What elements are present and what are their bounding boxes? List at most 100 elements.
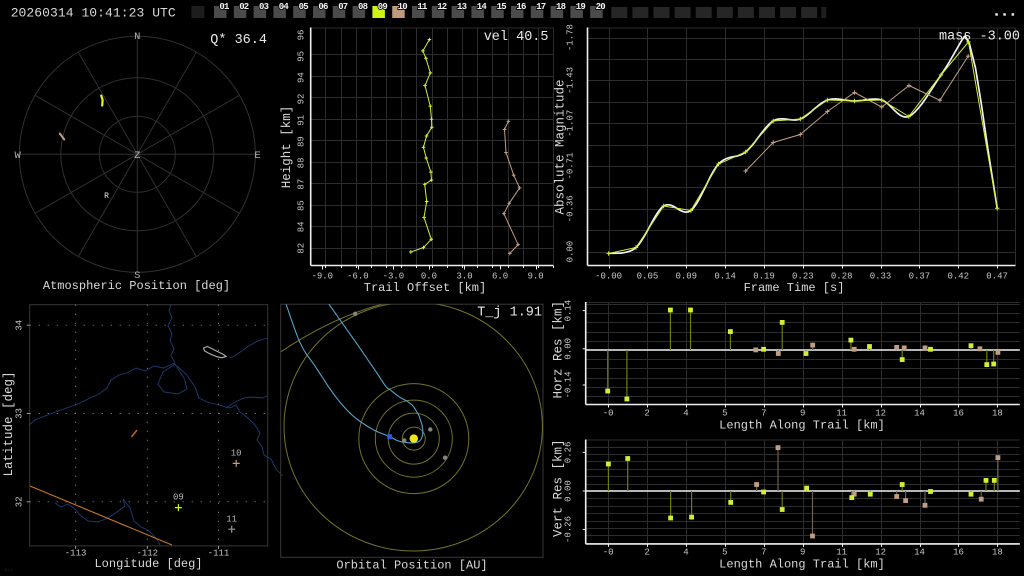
svg-text:03: 03	[259, 2, 269, 12]
svg-text:14: 14	[914, 548, 925, 558]
svg-text:Height [km]: Height [km]	[280, 106, 294, 189]
svg-text:-0: -0	[603, 409, 614, 419]
svg-text:14: 14	[914, 409, 925, 419]
svg-text:Atmospheric Position [deg]: Atmospheric Position [deg]	[43, 279, 230, 293]
svg-text:18: 18	[992, 409, 1003, 419]
svg-text:N: N	[134, 31, 140, 43]
svg-text:16: 16	[953, 548, 964, 558]
svg-text:Absolute Magnitude: Absolute Magnitude	[554, 79, 568, 214]
svg-text:18: 18	[556, 2, 566, 12]
svg-text:9: 9	[800, 409, 805, 419]
svg-text:0.23: 0.23	[792, 272, 814, 282]
svg-text:Orbital Position [AU]: Orbital Position [AU]	[336, 558, 487, 572]
svg-text:-1.43: -1.43	[566, 67, 576, 94]
svg-text:01: 01	[219, 2, 230, 12]
svg-text:0.14: 0.14	[714, 272, 736, 282]
svg-text:-0.00: -0.00	[595, 272, 622, 282]
svg-text:85: 85	[297, 200, 307, 211]
svg-text:-111: -111	[208, 548, 230, 558]
svg-text:11: 11	[226, 515, 237, 525]
svg-text:33: 33	[15, 408, 25, 419]
svg-text:5: 5	[722, 548, 727, 558]
svg-text:34: 34	[15, 320, 25, 331]
svg-text:mjw: mjw	[5, 567, 13, 573]
svg-text:Horz Res [km]: Horz Res [km]	[552, 301, 566, 399]
svg-text:16: 16	[953, 409, 964, 419]
svg-text:20260314 10:41:23 UTC: 20260314 10:41:23 UTC	[11, 5, 176, 20]
svg-text:7: 7	[761, 409, 766, 419]
svg-text:3.0: 3.0	[456, 272, 472, 282]
svg-text:-113: -113	[65, 548, 87, 558]
svg-text:R: R	[104, 192, 109, 201]
svg-text:12: 12	[437, 2, 447, 12]
svg-text:2: 2	[644, 409, 649, 419]
svg-text:0.00: 0.00	[566, 241, 576, 263]
svg-text:9.0: 9.0	[527, 272, 543, 282]
svg-text:92: 92	[297, 94, 307, 105]
svg-text:0.33: 0.33	[870, 272, 892, 282]
svg-text:05: 05	[299, 2, 309, 12]
svg-text:0.0: 0.0	[421, 272, 437, 282]
svg-text:S: S	[134, 270, 140, 282]
svg-text:0.05: 0.05	[637, 272, 659, 282]
svg-text:94: 94	[297, 72, 307, 83]
svg-text:-6.0: -6.0	[347, 272, 369, 282]
svg-text:09: 09	[173, 493, 184, 503]
svg-text:82: 82	[297, 243, 307, 254]
svg-text:95: 95	[297, 51, 307, 62]
svg-text:-0.71: -0.71	[566, 152, 576, 179]
svg-text:Q* 36.4: Q* 36.4	[210, 33, 267, 48]
svg-text:0.00: 0.00	[564, 338, 574, 360]
svg-text:0.00: 0.00	[564, 480, 574, 502]
svg-text:91: 91	[297, 115, 307, 126]
svg-text:08: 08	[358, 2, 368, 12]
svg-text:-0: -0	[603, 548, 614, 558]
svg-text:E: E	[254, 150, 260, 162]
svg-text:0.47: 0.47	[986, 272, 1008, 282]
svg-text:2: 2	[644, 548, 649, 558]
svg-text:10: 10	[398, 2, 408, 12]
svg-text:Length Along Trail [km]: Length Along Trail [km]	[719, 419, 885, 433]
svg-text:17: 17	[536, 2, 546, 12]
svg-text:14: 14	[477, 2, 488, 12]
svg-text:12: 12	[875, 409, 886, 419]
svg-text:0.19: 0.19	[753, 272, 775, 282]
svg-text:Z: Z	[134, 150, 140, 162]
svg-text:12: 12	[875, 548, 886, 558]
svg-text:Latitude [deg]: Latitude [deg]	[2, 371, 16, 476]
svg-text:T_j 1.91: T_j 1.91	[477, 306, 542, 321]
svg-text:20: 20	[596, 2, 606, 12]
svg-text:02: 02	[239, 2, 249, 12]
svg-text:18: 18	[992, 548, 1003, 558]
svg-text:13: 13	[457, 2, 467, 12]
svg-text:0.09: 0.09	[675, 272, 697, 282]
svg-text:87: 87	[297, 179, 307, 190]
svg-text:0.26: 0.26	[564, 442, 574, 464]
svg-text:16: 16	[516, 2, 526, 12]
svg-text:4: 4	[683, 409, 688, 419]
svg-text:06: 06	[318, 2, 328, 12]
svg-text:0.14: 0.14	[564, 300, 574, 322]
svg-text:-0.14: -0.14	[564, 371, 574, 398]
svg-text:-0.26: -0.26	[564, 516, 574, 543]
svg-text:11: 11	[836, 409, 847, 419]
svg-text:19: 19	[576, 2, 586, 12]
svg-text:11: 11	[417, 2, 428, 12]
svg-text:07: 07	[338, 2, 348, 12]
svg-text:-1.07: -1.07	[566, 110, 576, 137]
svg-text:96: 96	[297, 30, 307, 41]
svg-text:7: 7	[761, 548, 766, 558]
svg-text:Trail Offset [km]: Trail Offset [km]	[364, 281, 486, 295]
svg-text:W: W	[14, 150, 21, 162]
svg-text:84: 84	[297, 221, 307, 232]
svg-text:Length Along Trail [km]: Length Along Trail [km]	[719, 558, 885, 572]
svg-text:4: 4	[683, 548, 688, 558]
svg-text:Frame Time [s]: Frame Time [s]	[744, 281, 845, 295]
svg-text:vel 40.5: vel 40.5	[484, 30, 549, 45]
svg-text:32: 32	[15, 496, 25, 507]
svg-text:88: 88	[297, 158, 307, 169]
svg-text:04: 04	[279, 2, 290, 12]
svg-text:mass -3.00: mass -3.00	[939, 30, 1020, 45]
svg-text:-1.78: -1.78	[566, 24, 576, 51]
svg-text:-3.0: -3.0	[383, 272, 405, 282]
